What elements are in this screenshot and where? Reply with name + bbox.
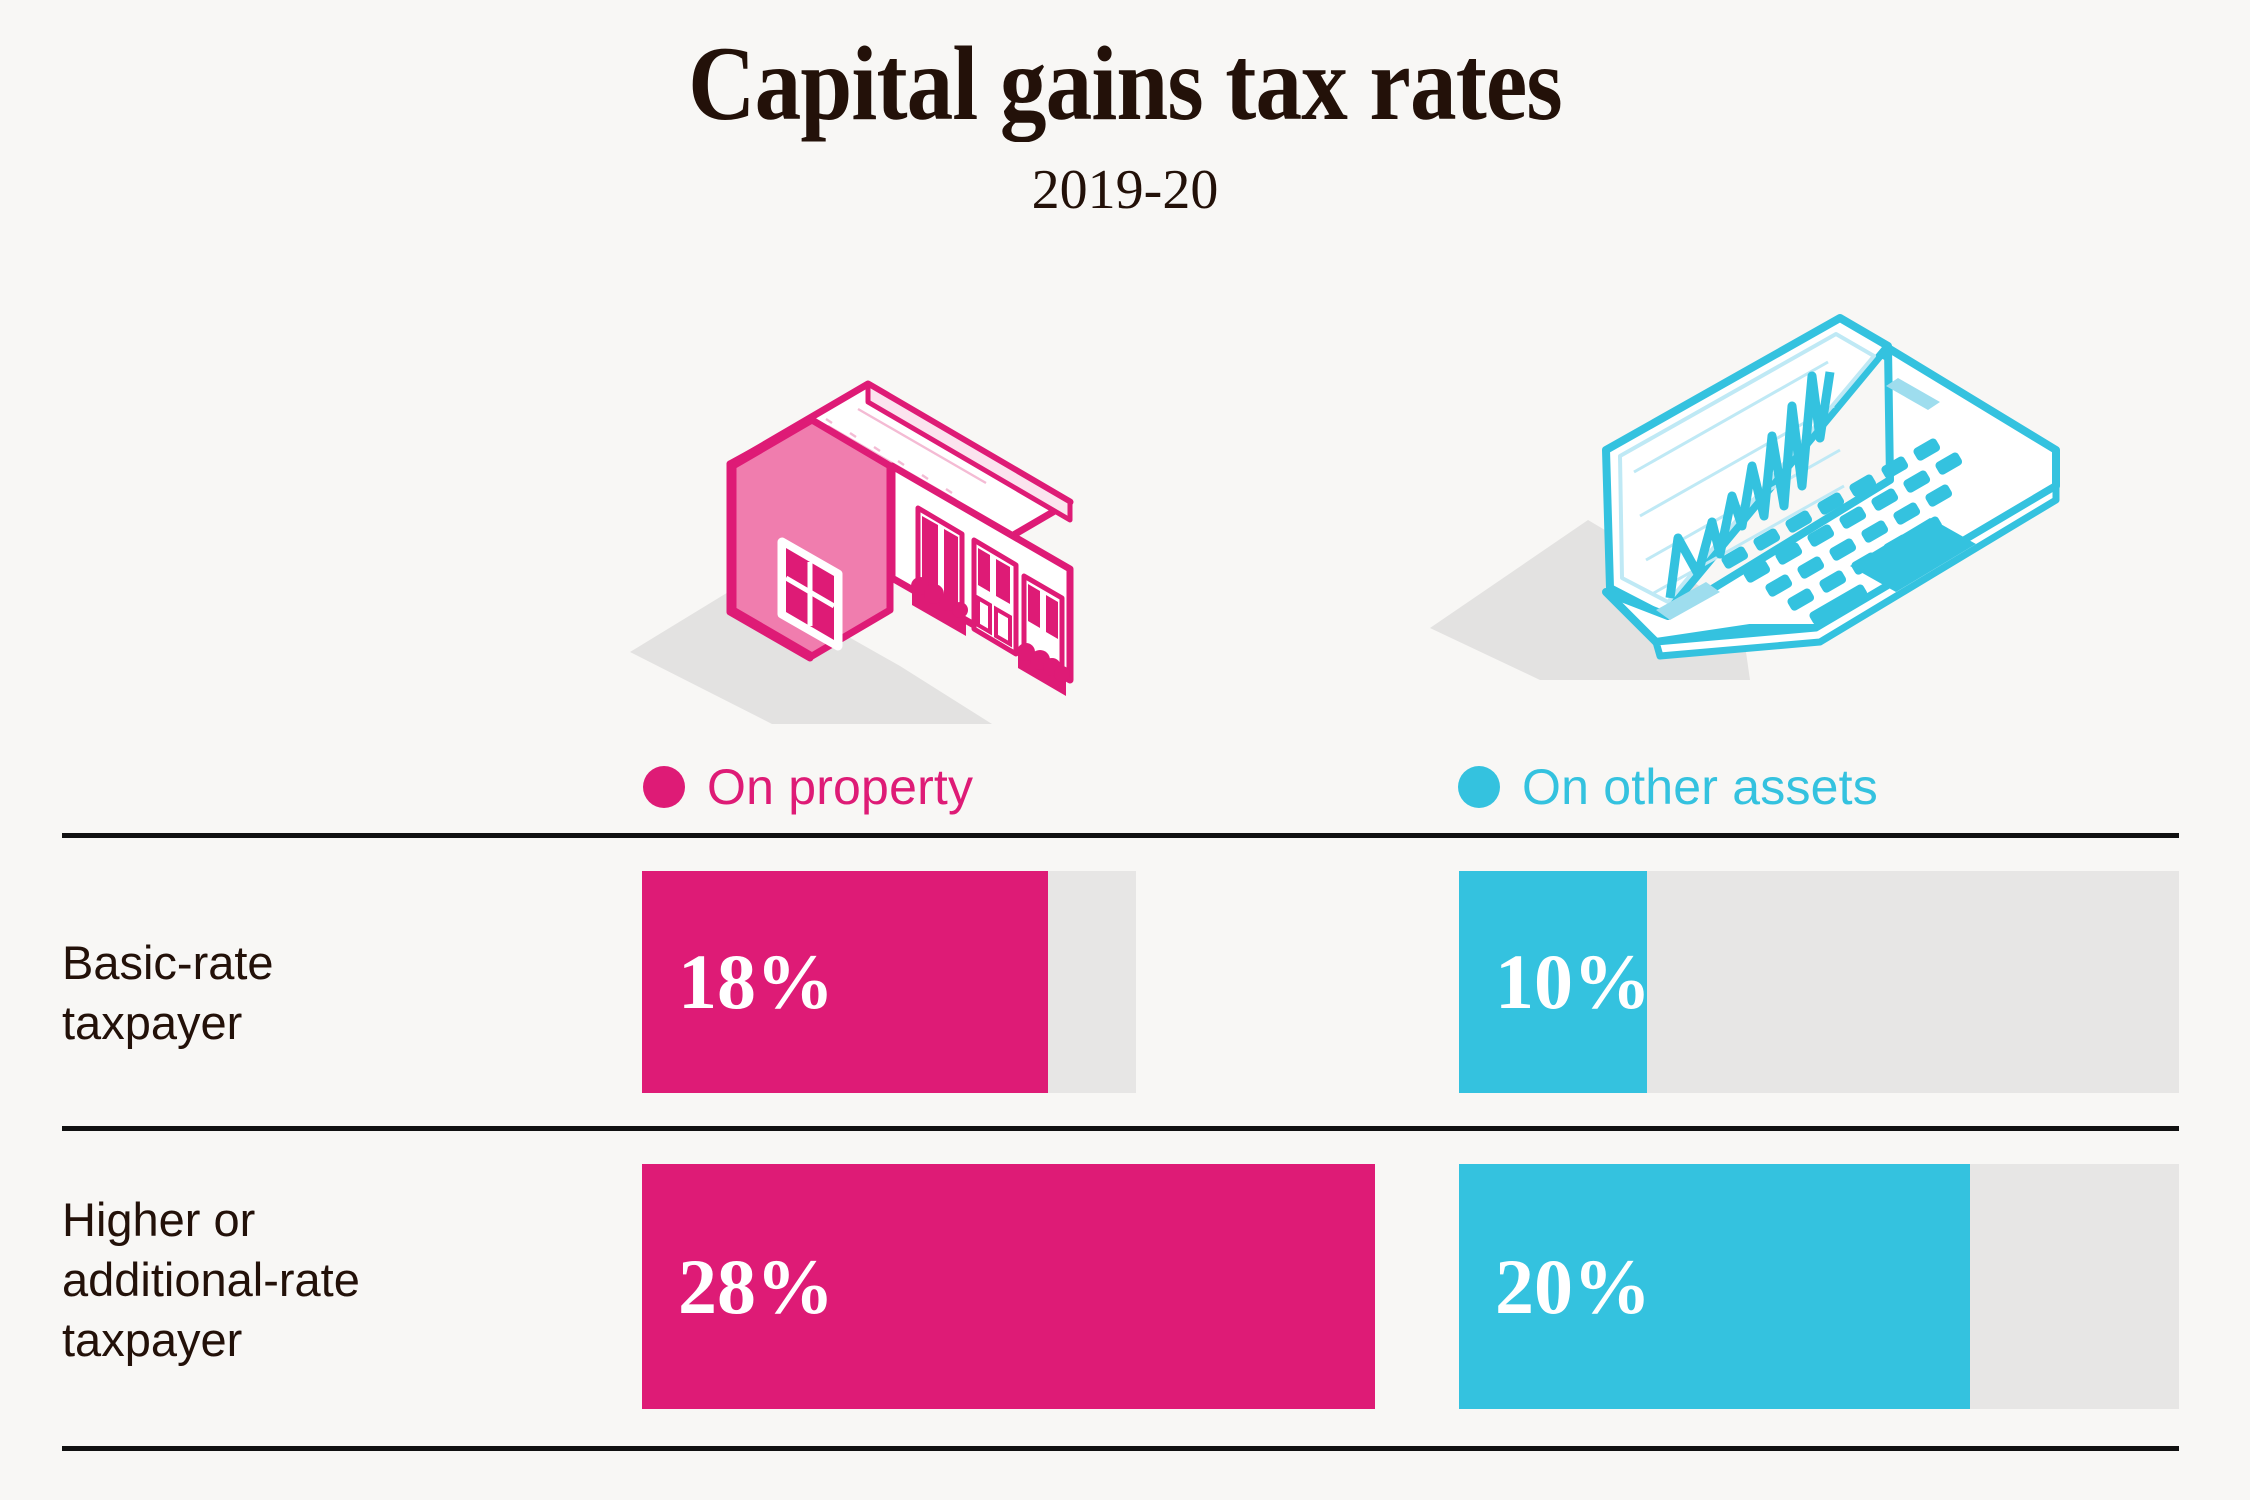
legend-item-other-assets[interactable]: On other assets xyxy=(1458,758,1878,816)
divider-top xyxy=(62,833,2179,838)
laptop-icon xyxy=(1420,310,2080,730)
bar-track-other-assets-basic: 10% xyxy=(1459,871,2179,1093)
legend-dot-icon-property xyxy=(643,766,685,808)
house-icon xyxy=(600,280,1160,730)
row-label-line: Higher or xyxy=(62,1193,256,1246)
bar-value-other-assets-higher: 20% xyxy=(1495,1242,1651,1330)
legend-label-property: On property xyxy=(707,759,974,815)
row-label-basic-rate: Basic-rate taxpayer xyxy=(62,933,582,1053)
legend-dot-icon-other-assets xyxy=(1458,766,1500,808)
bar-fill-other-assets-higher xyxy=(1459,1164,1971,1409)
row-label-line: Basic-rate xyxy=(62,936,274,989)
row-label-line: taxpayer xyxy=(62,1313,243,1367)
legend-label-other-assets: On other assets xyxy=(1522,759,1878,815)
divider-bottom xyxy=(62,1446,2179,1451)
row-label-line: taxpayer xyxy=(62,996,243,1050)
bar-track-property-higher: 28% xyxy=(642,1164,1375,1409)
bar-value-property-basic: 18% xyxy=(678,938,834,1025)
row-label-line: additional-rate xyxy=(62,1253,360,1307)
bar-fill-property-higher xyxy=(642,1164,1375,1409)
row-label-higher-rate: Higher or additional-rate taxpayer xyxy=(62,1190,582,1370)
bar-track-property-basic: 18% xyxy=(642,871,1136,1093)
bar-track-other-assets-higher: 20% xyxy=(1459,1164,2179,1409)
page-subtitle: 2019-20 xyxy=(1031,159,1219,221)
bar-fill-property-basic xyxy=(642,871,1049,1093)
legend-item-property[interactable]: On property xyxy=(643,758,973,816)
divider-middle xyxy=(62,1126,2179,1131)
bar-value-property-higher: 28% xyxy=(678,1242,834,1330)
bar-fill-other-assets-basic xyxy=(1459,871,1647,1093)
bar-value-other-assets-basic: 10% xyxy=(1495,938,1651,1025)
page-title: Capital gains tax rates xyxy=(688,25,1563,142)
